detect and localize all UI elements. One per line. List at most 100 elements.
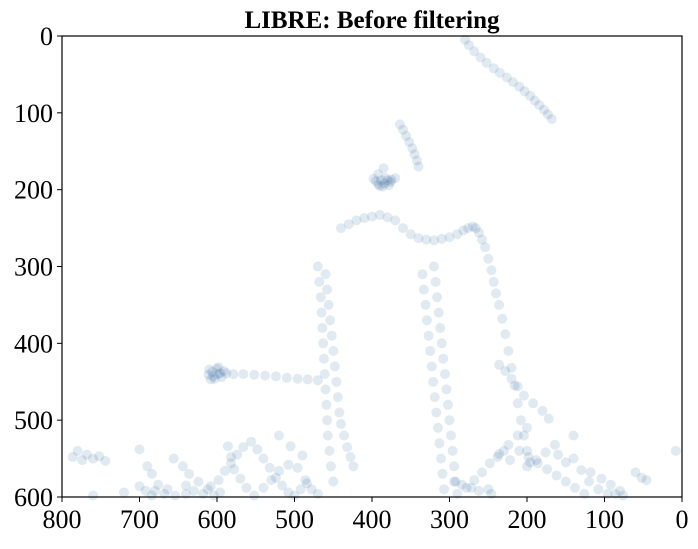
scatter-point: [506, 362, 517, 373]
scatter-points: [67, 34, 681, 501]
scatter-point: [630, 467, 641, 478]
scatter-point: [88, 453, 98, 464]
scatter-point: [367, 211, 377, 222]
scatter-point: [540, 447, 551, 458]
scatter-point: [560, 476, 571, 487]
scatter-point: [528, 398, 539, 409]
scatter-point: [140, 485, 151, 496]
x-tick-label: 400: [353, 505, 392, 534]
scatter-point: [456, 479, 467, 490]
scatter-point: [636, 472, 647, 483]
scatter-point: [466, 482, 477, 493]
scatter-point: [549, 439, 560, 450]
scatter-point: [306, 484, 317, 495]
scatter-point: [322, 430, 333, 441]
scatter-point: [488, 276, 499, 287]
scatter-point: [539, 104, 549, 115]
scatter-point: [491, 288, 501, 299]
scatter-point: [208, 371, 219, 382]
scatter-point: [212, 363, 222, 374]
scatter-point: [209, 373, 220, 384]
scatter-point: [368, 173, 379, 184]
scatter-point: [382, 212, 393, 223]
scatter-point: [351, 215, 362, 226]
scatter-point: [477, 467, 488, 478]
scatter-point: [463, 223, 474, 234]
scatter-point: [532, 458, 543, 469]
scatter-point: [470, 223, 481, 234]
scatter-point: [433, 307, 444, 318]
scatter-point: [331, 376, 342, 387]
chart-title: LIBRE: Before filtering: [244, 7, 500, 34]
scatter-point: [421, 234, 432, 245]
scatter-point: [497, 313, 508, 324]
scatter-point: [274, 430, 284, 441]
scatter-point: [418, 284, 429, 295]
scatter-point: [503, 346, 514, 356]
scatter-point: [328, 476, 339, 487]
scatter-point: [512, 381, 523, 392]
scatter-point: [274, 465, 284, 476]
scatter-point: [315, 292, 326, 303]
scatter-point: [475, 52, 486, 63]
scatter-point: [380, 173, 391, 184]
scatter-point: [373, 179, 384, 190]
x-tick-label: 200: [508, 505, 547, 534]
scatter-point: [501, 72, 512, 83]
scatter-point: [295, 484, 306, 495]
scatter-point: [525, 457, 536, 468]
scatter-point: [204, 364, 215, 375]
scatter-point: [498, 445, 509, 456]
x-tick-label: 600: [198, 505, 237, 534]
scatter-point: [319, 369, 330, 380]
y-tick-label: 300: [14, 253, 53, 282]
scatter-point: [241, 482, 252, 493]
scatter-point: [531, 455, 542, 466]
scatter-point: [232, 449, 243, 460]
scatter-point: [134, 444, 145, 455]
scatter-point: [518, 430, 529, 441]
scatter-point: [326, 330, 337, 341]
scatter-point: [407, 143, 418, 154]
scatter-point: [377, 181, 388, 192]
scatter-point: [281, 372, 292, 383]
scatter-point: [325, 315, 336, 326]
scatter-point: [515, 415, 526, 426]
scatter-point: [568, 430, 579, 441]
scatter-point: [258, 482, 269, 493]
scatter-point: [467, 221, 478, 232]
scatter-point: [170, 490, 181, 501]
scatter-point: [542, 464, 553, 475]
scatter-point: [444, 415, 455, 426]
scatter-point: [670, 445, 681, 456]
scatter-point: [373, 169, 384, 180]
scatter-point: [525, 90, 536, 101]
scatter-point: [390, 173, 401, 184]
scatter-point: [436, 233, 447, 244]
scatter-point: [553, 449, 563, 460]
scatter-point: [339, 430, 350, 441]
scatter-point: [551, 470, 562, 481]
scatter-point: [384, 180, 394, 191]
scatter-point: [336, 419, 346, 429]
scatter-point: [162, 484, 173, 495]
scatter-point: [503, 439, 514, 450]
scatter-point: [584, 476, 594, 487]
scatter-point: [81, 449, 92, 460]
scatter-point: [193, 476, 204, 487]
scatter-point: [292, 462, 303, 473]
scatter-point: [318, 353, 329, 364]
scatter-point: [473, 485, 484, 496]
scatter-point: [505, 455, 515, 466]
scatter-point: [184, 468, 195, 479]
scatter-point: [542, 109, 553, 120]
scatter-point: [435, 323, 446, 333]
scatter-point: [238, 369, 249, 380]
scatter-point: [297, 450, 308, 461]
scatter-point: [494, 449, 505, 459]
scatter-point: [177, 461, 188, 472]
scatter-point: [336, 223, 346, 234]
scatter-point: [212, 369, 223, 380]
scatter-point: [181, 480, 191, 491]
y-tick-label: 0: [40, 22, 53, 51]
